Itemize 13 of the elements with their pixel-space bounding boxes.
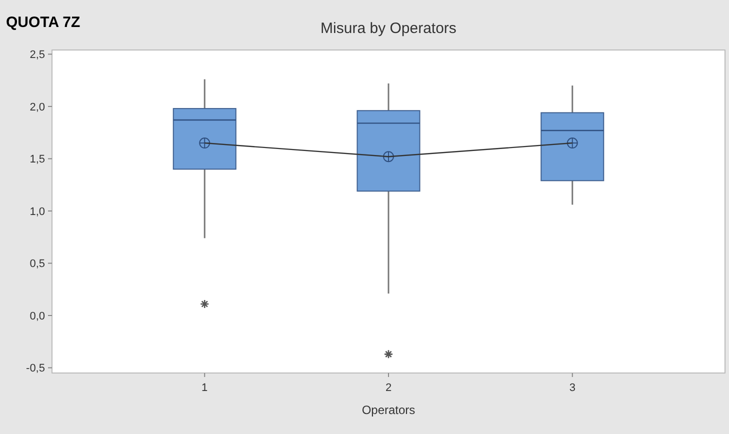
x-tick-label: 3 (569, 382, 576, 394)
chart-title: Misura by Operators (320, 20, 456, 37)
y-tick-label: 2,5 (30, 49, 45, 62)
y-tick-label: -0,5 (26, 362, 45, 375)
y-tick-label: 0,0 (30, 310, 45, 322)
text: QUOTA 7Z (6, 14, 80, 31)
y-tick-label: 1,5 (30, 154, 45, 166)
x-tick-label: 1 (202, 382, 208, 394)
x-axis-title: Operators (362, 403, 416, 417)
y-tick-label: 1,0 (30, 206, 45, 218)
y-tick-label: 2,0 (30, 101, 45, 114)
x-tick-label: 2 (385, 382, 392, 394)
y-tick-label: 0,5 (30, 258, 45, 270)
